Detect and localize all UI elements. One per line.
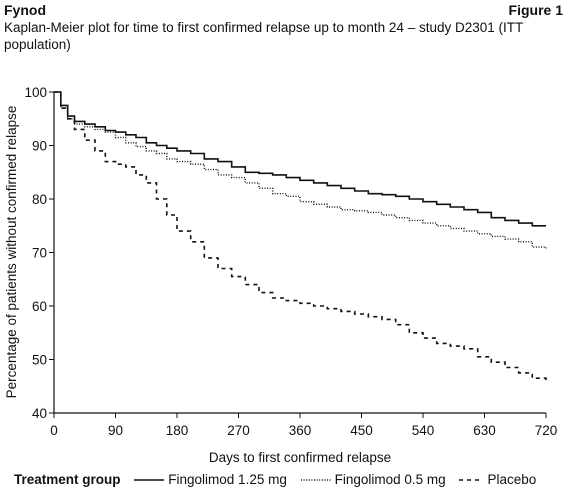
- x-tick-label: 180: [166, 423, 189, 438]
- x-tick-label: 90: [108, 423, 123, 438]
- x-tick-label: 450: [350, 423, 373, 438]
- legend-item-placebo: Placebo: [459, 472, 536, 487]
- x-tick-label: 270: [227, 423, 250, 438]
- series-line-0: [54, 91, 546, 227]
- x-tick-label: 720: [535, 423, 558, 438]
- legend-item-fingolimod-125: Fingolimod 1.25 mg: [134, 472, 287, 487]
- legend-swatch-dashed-icon: [459, 479, 484, 482]
- y-tick-label: 80: [32, 192, 47, 207]
- figure-label: Figure 1: [508, 2, 563, 18]
- legend-swatch-dotted-icon: [300, 479, 331, 482]
- x-tick-label: 540: [412, 423, 435, 438]
- km-chart: 0 90 180 270 360 450 540 630 720405060708090100 …: [4, 85, 557, 465]
- chart-title: Kaplan-Meier plot for time to first conf…: [4, 20, 523, 52]
- y-tick-label: 50: [32, 353, 47, 368]
- y-tick-label: 70: [32, 246, 47, 261]
- x-axis-label: Days to first confirmed relapse: [209, 450, 391, 465]
- y-tick-label: 60: [32, 299, 47, 314]
- series-line-2: [54, 91, 547, 384]
- y-axis-label: Percentage of patients without confirmed…: [4, 106, 19, 399]
- y-tick-label: 90: [32, 139, 47, 154]
- x-tick-label: 360: [289, 423, 312, 438]
- legend-title: Treatment group: [14, 472, 121, 487]
- x-tick-label: 630: [473, 423, 496, 438]
- legend: Treatment group Fingolimod 1.25 mg Fingo…: [14, 472, 536, 487]
- y-tick-label: 40: [32, 406, 47, 421]
- legend-swatch-solid-icon: [134, 479, 165, 482]
- x-tick-label: 0: [50, 423, 58, 438]
- axes: [53, 92, 546, 414]
- ticks: 0 90 180 270 360 450 540 630 720 40 50 60 70 80 90 100: [24, 85, 557, 438]
- legend-label: Placebo: [487, 472, 537, 487]
- legend-label: Fingolimod 0.5 mg: [334, 472, 446, 487]
- y-tick-label: 100: [24, 85, 47, 100]
- legend-item-fingolimod-05: Fingolimod 0.5 mg: [300, 472, 446, 487]
- series-layer: [54, 91, 547, 384]
- series-line-1: [54, 91, 547, 250]
- product-name: Fynod: [4, 2, 46, 18]
- legend-label: Fingolimod 1.25 mg: [168, 472, 287, 487]
